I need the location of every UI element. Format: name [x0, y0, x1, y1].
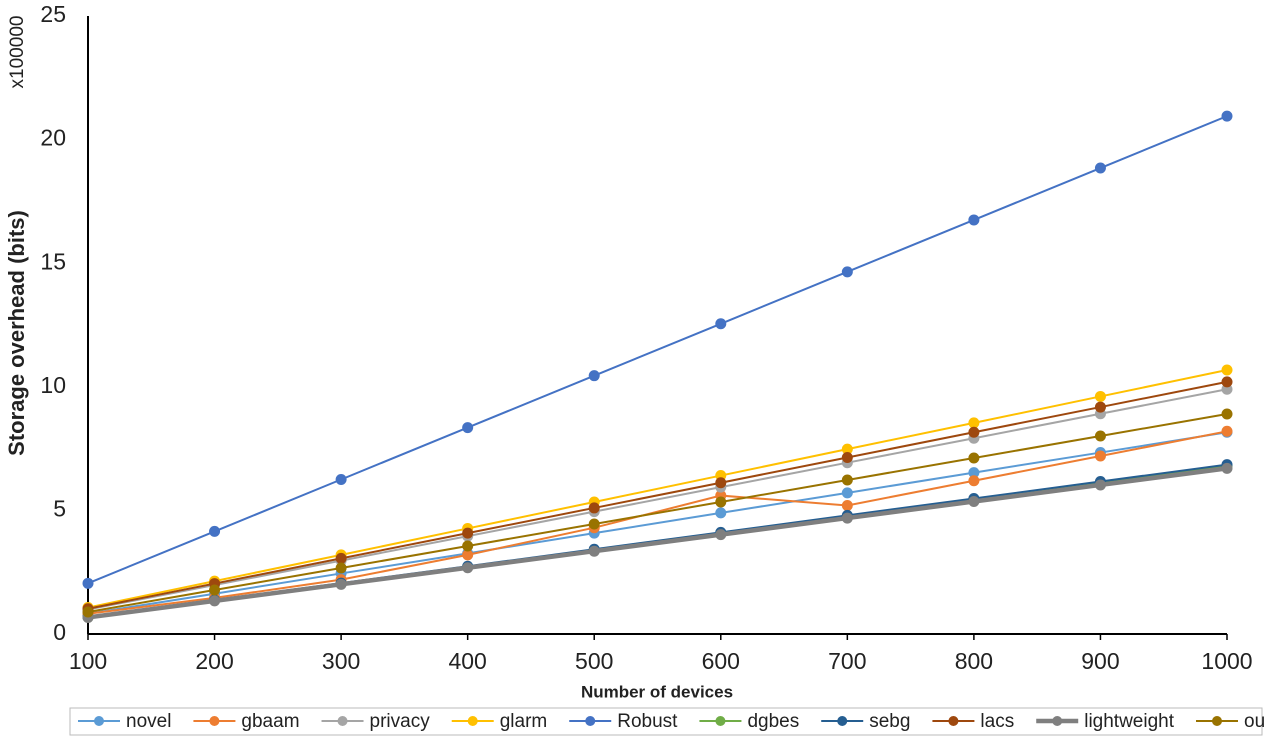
legend-label: novel — [126, 711, 171, 732]
legend-marker — [94, 716, 104, 726]
point — [82, 606, 94, 618]
point — [968, 214, 980, 226]
point — [335, 474, 347, 485]
y-axis-title: Storage overhead (bits) — [4, 210, 29, 456]
point — [1094, 162, 1106, 174]
x-tick-label: 600 — [702, 648, 740, 674]
point — [462, 422, 474, 434]
point — [209, 525, 221, 537]
point — [715, 318, 727, 330]
x-tick-label: 200 — [195, 648, 233, 674]
point — [462, 540, 474, 552]
legend-label: dgbes — [747, 711, 799, 732]
point — [968, 467, 980, 479]
point — [968, 426, 980, 438]
legend-marker — [585, 716, 596, 726]
series-line — [87, 388, 1228, 611]
legend-label: lightweight — [1084, 711, 1174, 732]
legend-label: Robust — [617, 711, 678, 732]
point — [841, 499, 853, 511]
point — [1221, 408, 1233, 420]
x-tick-label: 900 — [1081, 648, 1119, 674]
x-tick-label: 100 — [69, 648, 107, 674]
point — [209, 595, 221, 607]
point — [1094, 401, 1106, 413]
series-line — [87, 466, 1228, 620]
legend-marker — [1052, 716, 1063, 726]
x-axis-title: Number of devices — [581, 682, 733, 701]
point — [715, 507, 727, 519]
point — [841, 487, 853, 499]
point — [715, 529, 727, 541]
legend-marker — [715, 716, 726, 726]
x-tick-label: 700 — [828, 648, 866, 674]
point — [462, 562, 474, 574]
legend-label: privacy — [370, 711, 431, 732]
point — [1221, 110, 1233, 122]
point — [1221, 364, 1233, 376]
legend-label: sebg — [869, 711, 910, 732]
legend-marker — [467, 716, 478, 726]
y-tick-label: 25 — [40, 1, 66, 27]
point — [1221, 425, 1233, 437]
series-line — [87, 430, 1228, 615]
legend-label: our — [1244, 711, 1265, 732]
point — [841, 474, 853, 486]
legend-marker — [948, 716, 959, 726]
legend-marker — [837, 716, 848, 726]
point — [462, 549, 474, 561]
point — [588, 370, 600, 382]
point — [588, 502, 600, 514]
point — [335, 562, 347, 574]
point — [968, 475, 980, 487]
x-tick-label: 400 — [448, 648, 486, 674]
point — [841, 512, 853, 524]
legend-marker — [1212, 716, 1222, 726]
point — [841, 443, 853, 455]
legend-marker — [209, 716, 220, 726]
series-line — [87, 369, 1228, 609]
x-tick-label: 300 — [322, 648, 360, 674]
legend-label: gbaam — [241, 711, 299, 732]
point — [588, 518, 600, 530]
y-tick-label: 5 — [53, 495, 66, 521]
x-tick-label: 800 — [955, 648, 993, 674]
y-tick-label: 20 — [40, 125, 66, 151]
series-line — [87, 380, 1228, 610]
x-tick-label: 500 — [575, 648, 613, 674]
legend-marker — [337, 716, 348, 726]
point — [841, 451, 853, 463]
legend-box — [69, 707, 1263, 736]
series-line — [87, 413, 1228, 613]
point — [1221, 462, 1233, 474]
point — [209, 584, 221, 596]
point — [715, 496, 727, 508]
point — [335, 578, 347, 590]
series-line — [87, 115, 1228, 585]
point — [335, 552, 347, 564]
y-multiplier: x100000 — [7, 16, 28, 89]
point — [82, 577, 94, 589]
point — [968, 417, 980, 429]
point — [1094, 450, 1106, 462]
y-tick-label: 10 — [40, 372, 66, 398]
point — [841, 266, 853, 278]
point — [968, 496, 980, 508]
point — [968, 452, 980, 464]
point — [715, 477, 727, 489]
legend-label: glarm — [500, 711, 548, 732]
point — [1094, 479, 1106, 491]
point — [1094, 390, 1106, 402]
point — [1094, 430, 1106, 442]
series-line — [87, 431, 1228, 615]
y-tick-label: 0 — [53, 619, 66, 645]
x-tick-label: 1000 — [1201, 648, 1252, 674]
y-tick-label: 15 — [40, 248, 66, 274]
point — [462, 527, 474, 539]
legend-label: lacs — [980, 711, 1014, 732]
point — [588, 545, 600, 557]
point — [1221, 376, 1233, 388]
